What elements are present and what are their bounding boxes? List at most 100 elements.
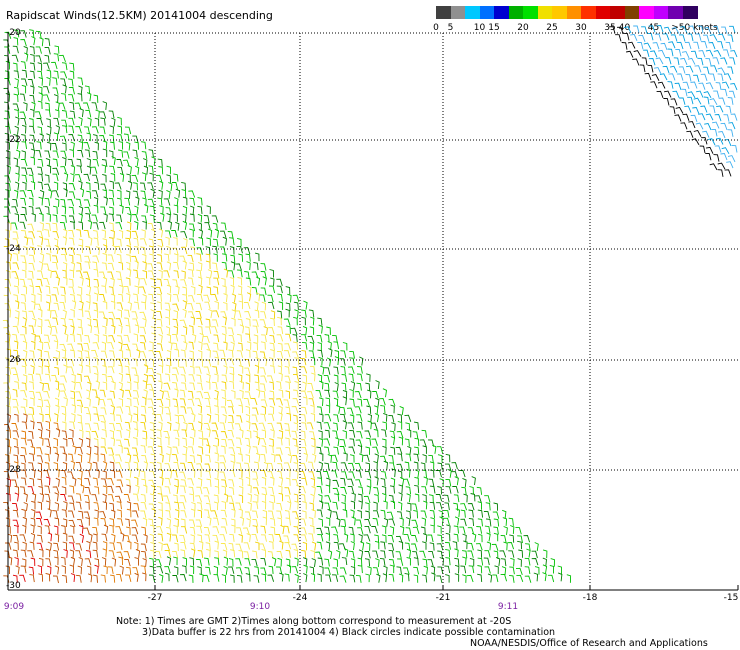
wind-barb [703,91,712,99]
wind-barb [252,487,260,495]
wind-barb [246,444,251,454]
wind-barb [31,293,36,303]
wind-barb [47,269,52,279]
wind-barb [300,438,307,447]
wind-barb [45,558,52,566]
wind-barb [15,116,20,126]
wind-barb [693,74,700,83]
wind-barb [340,462,348,470]
wind-barb [6,478,11,487]
wind-barb [303,300,308,310]
lon-label: -27 [147,593,163,603]
wind-barb [189,262,195,271]
wind-barb [135,165,140,175]
wind-barb [29,477,35,487]
wind-barb [373,428,379,438]
wind-barb [67,158,74,167]
wind-barb [292,334,298,343]
wind-barb [375,397,380,407]
wind-barb [29,118,34,127]
wind-barb [648,25,656,33]
wind-barb [100,183,107,192]
wind-barb [28,174,35,183]
wind-barb [270,310,276,319]
wind-barb [252,525,258,534]
wind-barb [182,437,187,446]
wind-barb [693,129,702,137]
wind-barb [484,566,491,574]
wind-barb [141,455,148,463]
wind-barb [95,246,101,256]
wind-barb [128,413,133,423]
wind-barb [44,493,51,502]
wind-barb [283,462,291,470]
wind-barb [150,541,155,551]
wind-barb [445,548,451,558]
wind-barb [160,212,165,222]
wind-barb [148,350,156,358]
wind-barb [236,462,242,471]
wind-barb [29,246,36,255]
wind-barb [712,57,720,65]
wind-barb [245,318,251,327]
wind-barb [247,501,252,511]
wind-barb [77,134,83,143]
wind-barb [139,326,147,335]
wind-barb [331,526,339,534]
wind-barb [254,381,260,390]
wind-barb [158,364,163,374]
wind-barb [699,145,706,154]
wind-barb [199,332,204,342]
wind-barb [237,374,243,383]
wind-barb [310,573,316,582]
wind-barb [342,396,347,406]
wind-barb [660,42,668,51]
wind-barb [437,486,442,495]
wind-barb [214,452,219,462]
wind-barb [267,422,275,431]
wind-barb [84,501,90,510]
wind-barb [150,278,156,287]
wind-barb [196,253,202,262]
wind-barb [116,197,122,206]
wind-barb [78,221,84,230]
wind-barb [93,357,99,366]
wind-barb [406,548,412,558]
wind-barb [427,534,434,543]
wind-barb [533,572,539,582]
wind-barb [414,476,419,486]
wind-barb [133,293,139,302]
wind-barb [69,110,76,119]
wind-barb [13,461,19,471]
wind-barb [21,430,27,439]
wind-barb [220,542,228,551]
wind-barb [110,404,115,415]
wind-barb [654,67,662,75]
wind-barb [686,65,694,73]
wind-barb [101,285,107,294]
wind-barb [28,270,34,279]
wind-barb [94,564,99,574]
wind-barb [332,430,338,439]
wind-barb [469,486,474,495]
wind-barb [491,543,499,552]
wind-barb [187,398,195,407]
wind-barb [42,94,50,102]
wind-barb [395,535,403,544]
wind-barb [140,414,147,423]
wind-barb [276,422,283,431]
wind-barb [221,261,227,270]
lat-label: -28 [6,465,21,475]
wind-barb [38,236,44,246]
wind-barb [204,301,211,310]
wind-barb [110,509,116,519]
wind-barb [108,317,114,327]
wind-barb [336,517,341,527]
wind-barb [356,373,363,382]
wind-barb [103,524,109,534]
wind-barb [62,262,68,271]
wind-barb [115,526,123,534]
wind-barb [131,519,138,527]
wind-barb [71,404,76,414]
wind-barb [374,494,379,503]
